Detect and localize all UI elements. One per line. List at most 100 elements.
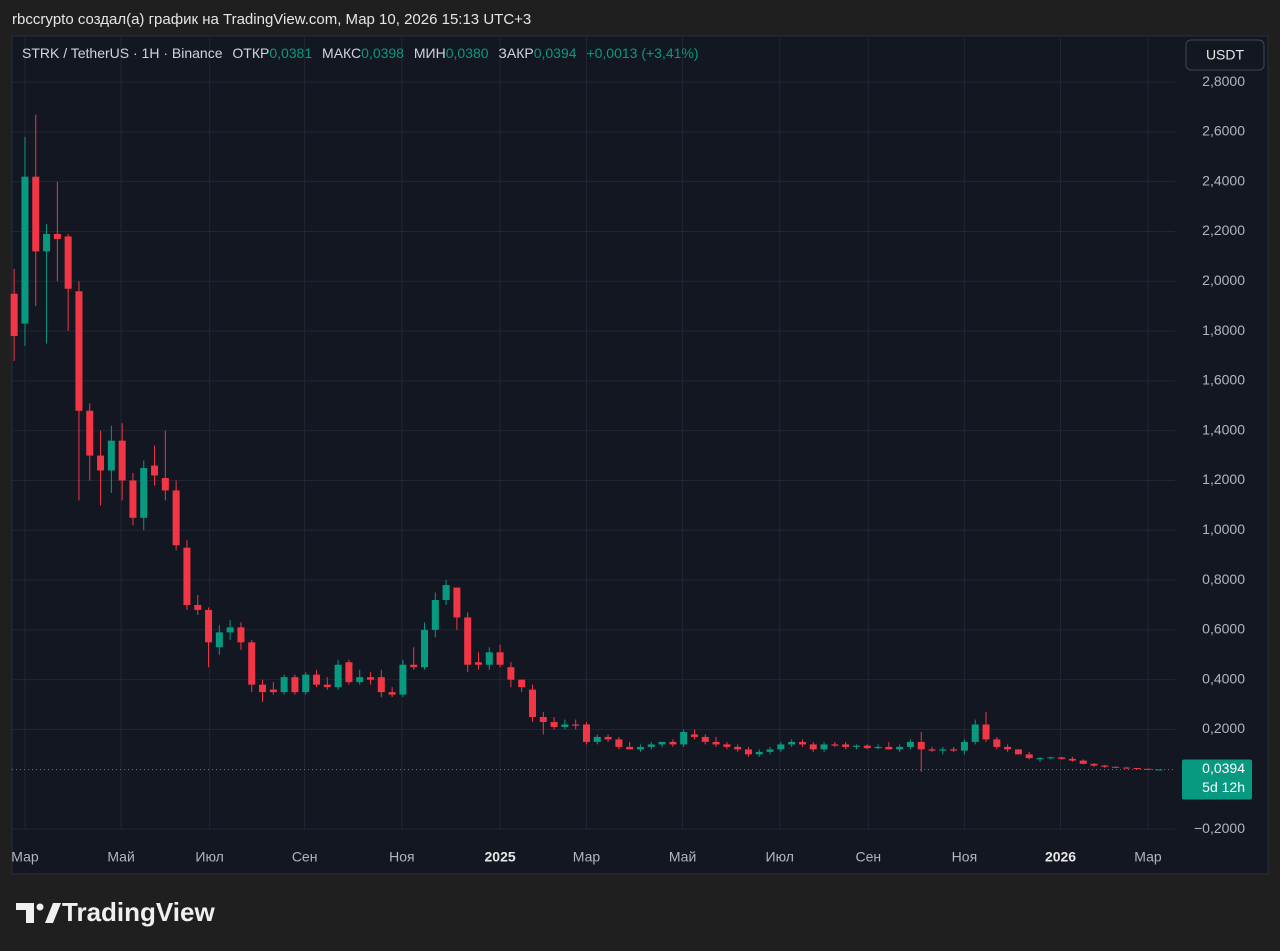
x-tick-label: 2026 — [1045, 849, 1076, 865]
candle-body — [64, 236, 72, 289]
header-title: rbccrypto создал(а) график на TradingVie… — [12, 11, 531, 28]
candle-body — [410, 664, 418, 668]
candle-body — [755, 751, 763, 755]
candle-body — [582, 724, 590, 742]
candle-body — [971, 724, 979, 742]
y-tick-label: 2,4000 — [1202, 172, 1245, 188]
price-tag — [1182, 759, 1252, 800]
candle-body — [1155, 769, 1163, 771]
candle-body — [647, 744, 655, 747]
legend: STRK / TetherUS · 1H · Binance ОТКР0,038… — [22, 45, 699, 61]
candle-body — [118, 440, 126, 481]
y-tick-label: 2,8000 — [1202, 73, 1245, 89]
candle-body — [1068, 758, 1076, 761]
currency-button[interactable] — [1185, 39, 1265, 71]
candle-body — [388, 692, 396, 695]
candle-body — [334, 664, 342, 688]
y-tick-label: −0,2000 — [1194, 820, 1245, 836]
candle-body — [626, 746, 634, 750]
candle-body — [777, 744, 785, 750]
candle-body — [669, 741, 677, 745]
candle-body — [215, 632, 223, 648]
candle-body — [442, 585, 450, 600]
candle-body — [420, 629, 429, 668]
candle-body — [593, 736, 601, 742]
candle-body — [485, 652, 493, 665]
candle-body — [712, 741, 720, 745]
x-tick-label: Июл — [195, 849, 223, 865]
y-tick-label: 2,6000 — [1202, 123, 1245, 139]
y-tick-label: 2,2000 — [1202, 222, 1245, 238]
x-tick-label: Май — [669, 849, 696, 865]
legend-low-label: МИН — [414, 45, 446, 61]
candle-body — [291, 677, 299, 693]
candle-body — [896, 746, 904, 750]
x-tick-label: Ноя — [952, 849, 977, 865]
brand: TradingView — [62, 897, 215, 927]
candle-body — [993, 739, 1001, 747]
candle-body — [528, 689, 536, 718]
candle-body — [539, 717, 547, 722]
candle-body — [798, 741, 806, 745]
x-tick-label: Мар — [573, 849, 601, 865]
candle-body — [680, 731, 688, 745]
candle-body — [269, 689, 277, 693]
legend-open-label: ОТКР — [232, 45, 269, 61]
candle-body — [21, 176, 29, 324]
candle-body — [464, 617, 472, 665]
candle-body — [831, 744, 839, 746]
y-tick-label: 1,0000 — [1202, 521, 1245, 537]
legend-open: 0,0381 — [269, 45, 312, 61]
candle-body — [43, 233, 51, 252]
x-tick-label: Сен — [292, 849, 318, 865]
logo-icon — [16, 903, 34, 923]
candle-body — [744, 749, 752, 755]
candle-body — [140, 468, 148, 518]
logo-dot — [36, 903, 44, 911]
candle-body — [874, 746, 882, 749]
candle-body — [1133, 768, 1141, 770]
candle-body — [399, 664, 407, 695]
candle-body — [151, 465, 159, 476]
x-tick-label: 2025 — [485, 849, 516, 865]
candle-body — [302, 674, 310, 693]
candle-body — [161, 477, 169, 491]
legend-change: +0,0013 (+3,41%) — [586, 45, 698, 61]
candle-body — [205, 609, 213, 643]
candle-body — [183, 547, 191, 605]
chart-panel — [11, 35, 1269, 875]
candle-body — [1101, 765, 1109, 767]
y-tick-label: 1,6000 — [1202, 372, 1245, 388]
candle-body — [1058, 757, 1066, 759]
candle-body — [496, 652, 504, 665]
candle-body — [701, 736, 709, 742]
x-tick-label: Май — [107, 849, 134, 865]
candle-body — [766, 749, 774, 752]
candle-body — [1004, 746, 1012, 750]
x-tick-label: Сен — [856, 849, 882, 865]
candle-body — [1025, 754, 1033, 759]
legend-high: 0,0398 — [361, 45, 404, 61]
y-tick-label: 0,4000 — [1202, 670, 1245, 686]
candle-body — [842, 744, 850, 747]
candle-body — [1036, 758, 1044, 760]
candle-body — [723, 744, 731, 747]
candle-body — [226, 627, 234, 633]
price-tag-countdown: 5d 12h — [1202, 779, 1245, 795]
candle-body — [1122, 767, 1130, 769]
candle-body — [885, 746, 893, 750]
candle-body — [820, 744, 828, 750]
candle-body — [507, 667, 515, 680]
legend-close: 0,0394 — [534, 45, 577, 61]
candle-body — [323, 684, 331, 688]
candle-body — [734, 746, 742, 750]
candles — [10, 114, 1175, 772]
candle-body — [172, 490, 180, 546]
axes: −0,2000 0,2000 0,4000 0,6000 0,8000 1,0000 1,2… — [11, 73, 1252, 865]
candle-body — [75, 291, 83, 411]
grid — [12, 36, 1175, 830]
logo-slash — [45, 903, 61, 923]
candle-body — [863, 745, 871, 749]
